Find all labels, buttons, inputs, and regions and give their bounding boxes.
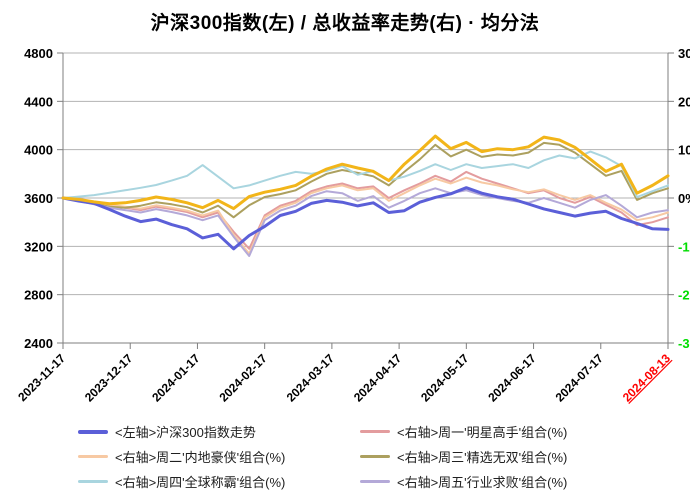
series-line-fri [62,187,669,257]
x-axis-tick-label: 2024-01-17 [149,351,203,405]
legend-item-friday: <右轴>周五'行业求败'组合(%) [360,472,638,491]
x-axis-tick-label: 2023-12-17 [82,351,136,405]
x-axis-tick-label: 2023-11-17 [15,351,68,404]
right-axis-tick-label: -20% [678,288,690,303]
line-swatch-monday [360,430,390,433]
series-line-tue [62,176,669,255]
right-axis-tick-label: 0% [678,191,690,206]
line-swatch-thursday [78,480,108,483]
series-line-csi300 [61,186,670,251]
left-axis-tick-label: 3600 [24,191,53,206]
line-swatch-friday [360,480,390,483]
x-axis-tick-label: 2024-08-13 [620,351,674,405]
legend-label: <右轴>周一'明星高手'组合(%) [397,425,568,440]
legend-item-thursday: <右轴>周四'全球称霸'组合(%) [78,472,360,491]
legend-label: <右轴>周四'全球称霸'组合(%) [115,475,286,490]
series-line-mon [62,170,669,250]
x-axis-tick-label: 2024-07-17 [553,351,607,405]
right-axis-tick-label: 20% [678,94,690,109]
right-axis-tick-label: -10% [678,239,690,254]
legend-item-tuesday: <右轴>周二'内地豪侠'组合(%) [78,447,360,466]
legend-item-wednesday: <右轴>周三'精选无双'组合(%) [360,447,638,466]
left-axis-tick-label: 2800 [24,288,53,303]
legend-label: <右轴>周三'精选无双'组合(%) [397,450,568,465]
right-axis-tick-label: 10% [678,143,690,158]
series-line-wed [62,141,669,219]
series-line-gold-unlabeled [61,134,670,211]
left-axis-tick-label: 2400 [24,336,53,351]
legend-item-csi300: <左轴>沪深300指数走势 [78,422,360,441]
left-axis-tick-label: 4400 [24,94,53,109]
x-axis-tick-label: 2024-05-17 [418,351,472,405]
chart-title: 沪深300指数(左) / 总收益率走势(右) · 均分法 [150,13,540,34]
x-axis-tick-label: 2024-02-17 [216,351,270,405]
right-axis-tick-label: -30% [678,336,690,351]
legend-label: <右轴>周五'行业求败'组合(%) [397,475,568,490]
x-axis-tick-label: 2024-04-17 [351,351,405,405]
x-axis-tick-label: 2024-03-17 [284,351,338,405]
legend-item-monday: <右轴>周一'明星高手'组合(%) [360,422,638,441]
left-axis-tick-label: 4000 [24,143,53,158]
line-swatch-tuesday [78,455,108,458]
legend-label: <右轴>周二'内地豪侠'组合(%) [115,450,286,465]
left-axis-tick-label: 4800 [24,46,53,61]
chart-legend: <左轴>沪深300指数走势 <右轴>周一'明星高手'组合(%) <右轴>周二'内… [78,419,638,494]
line-swatch-csi300 [78,429,108,434]
right-axis-tick-label: 30% [678,46,690,61]
series-line-thu [62,150,669,199]
left-axis-tick-label: 3200 [24,239,53,254]
legend-label: <左轴>沪深300指数走势 [115,425,256,440]
x-axis-tick-label: 2024-06-17 [485,351,539,405]
line-swatch-wednesday [360,455,390,458]
chart-canvas: 4800 4400 4000 3600 3200 2800 2400 30% 20% 10% 0% -… [15,46,690,405]
